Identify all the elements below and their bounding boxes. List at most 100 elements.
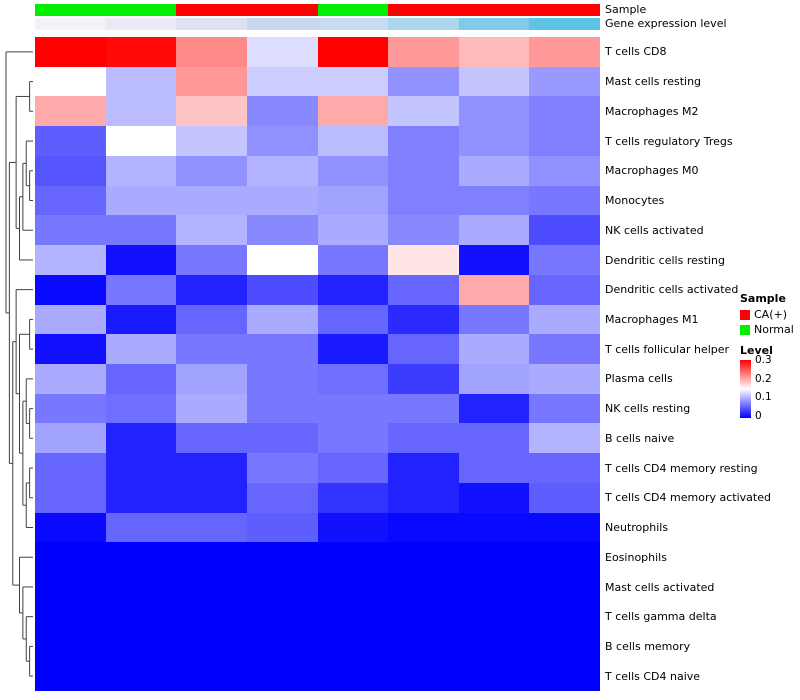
heatmap-cell xyxy=(388,512,459,543)
heatmap-cell xyxy=(529,482,600,513)
heatmap-cell xyxy=(246,304,318,335)
heatmap-cell xyxy=(388,661,459,691)
heatmap-cell xyxy=(388,601,459,632)
heatmap-cell xyxy=(176,512,247,543)
row-label: B cells naive xyxy=(605,431,675,445)
row-label: Dendritic cells activated xyxy=(605,283,739,297)
gene-expression-annotation-cell xyxy=(105,18,177,30)
heatmap-cell xyxy=(35,334,106,364)
heatmap-cell xyxy=(105,185,177,216)
heatmap-cell xyxy=(176,393,247,424)
row-label: B cells memory xyxy=(605,640,691,654)
legend-item-normal: Normal xyxy=(740,323,794,336)
heatmap-grid xyxy=(35,37,600,691)
heatmap-cell xyxy=(317,453,389,483)
heatmap-cell xyxy=(388,334,459,364)
heatmap-cell xyxy=(458,601,530,632)
heatmap-cell xyxy=(105,334,177,364)
heatmap-cell xyxy=(529,215,600,246)
sample-annotation-cell xyxy=(388,4,459,16)
heatmap-cell xyxy=(105,215,177,246)
heatmap-cell xyxy=(105,37,177,67)
heatmap-cell xyxy=(529,393,600,424)
heatmap-cell xyxy=(317,96,389,127)
heatmap-cell xyxy=(317,393,389,424)
heatmap-cell xyxy=(105,363,177,394)
gene-expression-annotation-bar xyxy=(35,18,600,30)
heatmap-cell xyxy=(246,215,318,246)
row-label: Macrophages M2 xyxy=(605,104,699,118)
legend-level-title: Level xyxy=(740,344,773,357)
heatmap-cell xyxy=(105,96,177,127)
heatmap-cell xyxy=(176,363,247,394)
gene-expression-annotation-label: Gene expression level xyxy=(605,17,727,30)
heatmap-cell xyxy=(176,155,247,186)
gene-expression-annotation-cell xyxy=(529,18,600,30)
heatmap-cell xyxy=(176,274,247,305)
heatmap-cell xyxy=(317,572,389,602)
legend: Sample CA(+) Normal Level 0.3 0.2 0.1 0 xyxy=(740,292,794,422)
row-label: NK cells resting xyxy=(605,402,691,416)
heatmap-cell xyxy=(458,542,530,573)
heatmap-cell xyxy=(35,245,106,275)
heatmap-cell xyxy=(246,126,318,156)
heatmap-cell xyxy=(388,393,459,424)
heatmap-cell xyxy=(105,66,177,97)
gene-expression-annotation-cell xyxy=(458,18,530,30)
heatmap-cell xyxy=(246,482,318,513)
row-label: Macrophages M0 xyxy=(605,164,699,178)
heatmap-cell xyxy=(529,96,600,127)
heatmap-cell xyxy=(246,245,318,275)
heatmap-cell xyxy=(246,96,318,127)
heatmap-cell xyxy=(458,37,530,67)
heatmap-cell xyxy=(388,542,459,573)
row-dendrogram xyxy=(5,51,33,677)
heatmap-cell xyxy=(529,66,600,97)
heatmap-cell xyxy=(458,185,530,216)
heatmap-cell xyxy=(35,304,106,335)
heatmap-cell xyxy=(529,512,600,543)
heatmap-cell xyxy=(105,304,177,335)
heatmap-cell xyxy=(529,126,600,156)
heatmap-cell xyxy=(246,661,318,691)
heatmap-cell xyxy=(529,274,600,305)
heatmap-cell xyxy=(35,155,106,186)
heatmap-cell xyxy=(388,185,459,216)
heatmap-cell xyxy=(35,185,106,216)
heatmap-cell xyxy=(317,631,389,662)
level-tick-label: 0.1 xyxy=(755,391,772,404)
heatmap-cell xyxy=(458,245,530,275)
sample-annotation-cell xyxy=(246,4,318,16)
heatmap-cell xyxy=(35,661,106,691)
heatmap-cell xyxy=(529,661,600,691)
heatmap-cell xyxy=(105,482,177,513)
heatmap-cell xyxy=(529,423,600,454)
heatmap-cell xyxy=(35,215,106,246)
heatmap-cell xyxy=(35,423,106,454)
heatmap-cell xyxy=(317,155,389,186)
heatmap-cell xyxy=(105,155,177,186)
heatmap-cell xyxy=(35,631,106,662)
heatmap-cell xyxy=(458,334,530,364)
row-label: T cells CD8 xyxy=(605,45,667,59)
heatmap-cell xyxy=(105,542,177,573)
heatmap-cell xyxy=(246,393,318,424)
heatmap-cell xyxy=(458,304,530,335)
sample-annotation-cell xyxy=(458,4,530,16)
row-label: T cells gamma delta xyxy=(605,610,717,624)
heatmap-cell xyxy=(388,126,459,156)
level-tick-label: 0 xyxy=(755,409,762,422)
heatmap-cell xyxy=(105,126,177,156)
heatmap-cell xyxy=(529,363,600,394)
heatmap-cell xyxy=(35,512,106,543)
heatmap-cell xyxy=(317,542,389,573)
gene-expression-annotation-cell xyxy=(35,18,106,30)
row-label: Monocytes xyxy=(605,194,665,208)
heatmap-cell xyxy=(176,96,247,127)
level-tick-label: 0.3 xyxy=(755,354,772,366)
heatmap-cell xyxy=(176,542,247,573)
heatmap-cell xyxy=(388,96,459,127)
heatmap-cell xyxy=(176,661,247,691)
heatmap-cell xyxy=(176,423,247,454)
heatmap-cell xyxy=(246,363,318,394)
